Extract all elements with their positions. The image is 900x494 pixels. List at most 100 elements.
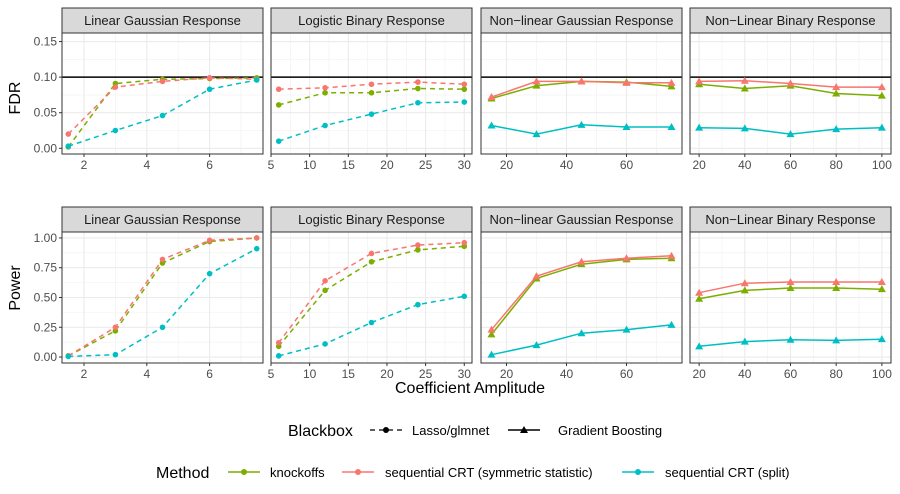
panel-power-2: Logistic Binary Response 5 10 15 20 25 30 <box>268 206 473 381</box>
panel-title: Non−linear Gaussian Response <box>490 13 674 28</box>
data-point <box>253 77 260 83</box>
legend-key-lasso <box>370 427 402 433</box>
data-point <box>322 85 328 91</box>
y-tick-label: 0.50 <box>34 291 58 305</box>
x-tick-label: 5 <box>268 158 275 172</box>
data-point <box>532 130 541 138</box>
data-point <box>275 86 282 93</box>
data-point <box>206 270 213 277</box>
data-point <box>877 83 886 91</box>
legend-key-seqcrt-symmetric <box>342 469 374 475</box>
data-point <box>622 122 631 130</box>
legend-method: Method knockoffs sequential CRT (symmetr… <box>156 465 790 482</box>
data-point <box>322 278 328 284</box>
data-point <box>877 335 886 343</box>
series-knockoffs <box>695 283 886 302</box>
x-tick-label: 100 <box>872 367 892 381</box>
data-point <box>206 86 213 93</box>
data-point <box>275 102 282 108</box>
data-point <box>368 258 375 265</box>
data-point <box>112 127 119 134</box>
panel-strip <box>61 7 264 34</box>
panel-strip <box>689 206 892 233</box>
x-tick-label: 4 <box>143 367 150 381</box>
data-point <box>577 329 586 337</box>
series-sequential-crt-symmetric-statistic <box>487 77 676 101</box>
series-sequential-crt-split <box>487 320 676 358</box>
data-point <box>461 81 468 88</box>
x-tick-label: 60 <box>620 367 634 381</box>
series-sequential-crt-split <box>695 335 886 350</box>
series-sequential-crt-symmetric-statistic <box>275 79 468 93</box>
x-tick-label: 20 <box>380 367 394 381</box>
series-sequential-crt-symmetric-statistic <box>695 278 886 296</box>
data-point <box>415 247 421 253</box>
panel-border <box>689 231 892 364</box>
x-tick-label: 20 <box>500 367 514 381</box>
data-point <box>65 143 72 149</box>
data-point <box>695 294 704 302</box>
data-point <box>532 77 541 85</box>
panel-power-3: Non−linear Gaussian Response 20 40 60 <box>480 206 683 381</box>
data-point <box>275 353 282 359</box>
series-sequential-crt-symmetric-statistic <box>487 251 676 333</box>
panel-title: Non−Linear Binary Response <box>705 212 875 227</box>
x-tick-label: 6 <box>206 158 213 172</box>
data-point <box>740 337 749 345</box>
x-tick-label: 60 <box>784 158 798 172</box>
data-point <box>275 138 282 144</box>
data-point <box>368 111 375 117</box>
x-tick-label: 10 <box>303 158 317 172</box>
panel-title: Non−Linear Binary Response <box>705 13 875 28</box>
data-point <box>65 353 72 360</box>
data-point <box>832 125 841 133</box>
panel-strip <box>480 7 683 34</box>
panel-fdr-1: Linear Gaussian Response 2 4 6 0.00 0.05 0.10 0… <box>34 7 264 172</box>
data-point <box>322 89 328 96</box>
y-tick-label: 0.05 <box>34 106 58 120</box>
panel-border <box>270 32 473 155</box>
y-tick-label: 0.75 <box>34 261 58 275</box>
data-point <box>206 237 213 244</box>
x-tick-label: 60 <box>784 367 798 381</box>
data-point <box>112 324 119 331</box>
data-point <box>832 278 841 286</box>
x-tick-label: 40 <box>738 158 752 172</box>
x-tick-label: 40 <box>560 158 574 172</box>
series-knockoffs <box>275 85 468 108</box>
panel-border <box>61 231 264 364</box>
data-point <box>832 89 841 97</box>
x-tick-label: 40 <box>560 367 574 381</box>
x-tick-label: 20 <box>380 158 394 172</box>
data-point <box>832 336 841 344</box>
y-tick-label: 0.10 <box>34 70 58 84</box>
data-point <box>368 89 375 96</box>
legend-blackbox-title: Blackbox <box>288 423 353 440</box>
y-axis-title-fdr: FDR <box>7 82 24 115</box>
data-point <box>487 330 496 338</box>
data-point <box>415 99 421 106</box>
legend-key-knockoffs <box>228 469 260 475</box>
data-point <box>877 123 886 131</box>
x-tick-label: 20 <box>500 158 514 172</box>
data-point <box>206 75 213 81</box>
data-point <box>65 131 72 137</box>
data-point <box>740 279 749 287</box>
data-point <box>159 256 166 263</box>
data-point <box>322 341 328 347</box>
series-sequential-crt-split <box>65 245 260 360</box>
data-point <box>577 257 586 265</box>
legend-label-gradient-boosting: Gradient Boosting <box>558 423 662 438</box>
data-point <box>786 79 795 87</box>
plot-background <box>62 33 263 154</box>
data-point <box>667 320 676 328</box>
data-point <box>415 242 421 248</box>
x-tick-label: 5 <box>268 367 275 381</box>
y-tick-label: 1.00 <box>34 231 58 245</box>
data-point <box>740 124 749 132</box>
data-point <box>487 93 496 101</box>
legend-method-title: Method <box>156 465 209 482</box>
data-point <box>740 84 749 92</box>
data-point <box>786 335 795 343</box>
